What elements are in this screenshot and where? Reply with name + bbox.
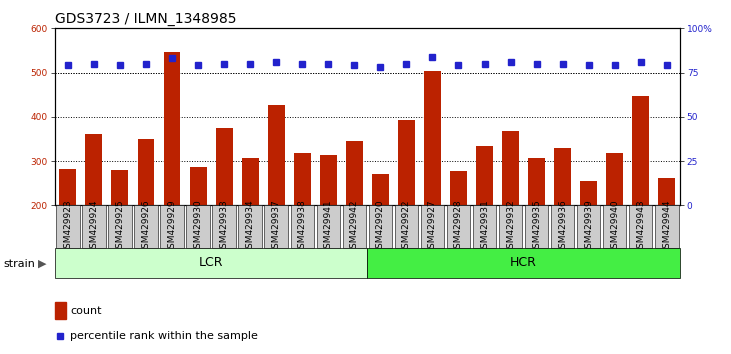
Text: GSM429937: GSM429937 [272, 199, 281, 254]
Text: GSM429943: GSM429943 [636, 199, 645, 254]
FancyBboxPatch shape [343, 205, 366, 248]
FancyBboxPatch shape [317, 205, 340, 248]
Text: GSM429942: GSM429942 [350, 199, 359, 254]
FancyBboxPatch shape [186, 205, 210, 248]
Text: GSM429925: GSM429925 [115, 199, 124, 254]
Bar [398, 120, 415, 205]
Text: GSM429924: GSM429924 [89, 199, 99, 254]
Text: GSM429920: GSM429920 [376, 199, 385, 254]
FancyBboxPatch shape [160, 205, 183, 248]
Bar [111, 170, 129, 205]
Text: GDS3723 / ILMN_1348985: GDS3723 / ILMN_1348985 [55, 12, 236, 26]
FancyBboxPatch shape [56, 205, 80, 248]
Bar [59, 169, 76, 205]
Text: GSM429928: GSM429928 [454, 199, 463, 254]
Text: HCR: HCR [510, 256, 537, 269]
Bar [294, 153, 311, 205]
Bar [268, 105, 284, 205]
Text: GSM429936: GSM429936 [558, 199, 567, 254]
Text: GSM429923: GSM429923 [64, 199, 72, 254]
Bar [424, 71, 441, 205]
FancyBboxPatch shape [55, 248, 367, 278]
FancyBboxPatch shape [447, 205, 470, 248]
Text: count: count [70, 306, 102, 316]
FancyBboxPatch shape [395, 205, 418, 248]
Bar [137, 139, 154, 205]
Bar [216, 128, 232, 205]
FancyBboxPatch shape [525, 205, 548, 248]
FancyBboxPatch shape [421, 205, 444, 248]
Bar [346, 141, 363, 205]
FancyBboxPatch shape [551, 205, 575, 248]
Text: strain: strain [4, 259, 36, 269]
FancyBboxPatch shape [603, 205, 626, 248]
Text: GSM429927: GSM429927 [428, 199, 437, 254]
Bar [528, 158, 545, 205]
Bar [450, 171, 467, 205]
FancyBboxPatch shape [368, 205, 392, 248]
Bar [164, 52, 181, 205]
FancyBboxPatch shape [82, 205, 105, 248]
Text: LCR: LCR [199, 256, 224, 269]
Text: GSM429944: GSM429944 [662, 199, 671, 254]
Text: GSM429929: GSM429929 [167, 199, 176, 254]
FancyBboxPatch shape [473, 205, 496, 248]
Bar [189, 167, 207, 205]
FancyBboxPatch shape [135, 205, 158, 248]
FancyBboxPatch shape [213, 205, 236, 248]
FancyBboxPatch shape [108, 205, 132, 248]
FancyBboxPatch shape [265, 205, 288, 248]
Bar [319, 155, 337, 205]
Text: ▶: ▶ [38, 259, 47, 269]
FancyBboxPatch shape [290, 205, 314, 248]
Bar [554, 148, 571, 205]
Bar [372, 175, 389, 205]
Bar [86, 134, 102, 205]
Bar [55, 302, 66, 319]
Text: GSM429935: GSM429935 [532, 199, 541, 254]
FancyBboxPatch shape [499, 205, 522, 248]
FancyBboxPatch shape [238, 205, 262, 248]
Text: GSM429932: GSM429932 [506, 199, 515, 254]
Bar [476, 146, 493, 205]
Text: GSM429931: GSM429931 [480, 199, 489, 254]
Text: GSM429939: GSM429939 [584, 199, 593, 254]
Text: GSM429926: GSM429926 [142, 199, 151, 254]
Text: GSM429940: GSM429940 [610, 199, 619, 254]
Text: GSM429938: GSM429938 [298, 199, 307, 254]
Text: percentile rank within the sample: percentile rank within the sample [70, 331, 258, 341]
Text: GSM429934: GSM429934 [246, 199, 254, 254]
Bar [242, 158, 259, 205]
Text: GSM429922: GSM429922 [402, 199, 411, 254]
Bar [502, 131, 519, 205]
Bar [580, 181, 597, 205]
Text: GSM429933: GSM429933 [219, 199, 229, 254]
FancyBboxPatch shape [367, 248, 680, 278]
Text: GSM429941: GSM429941 [324, 199, 333, 254]
FancyBboxPatch shape [577, 205, 600, 248]
Bar [606, 153, 624, 205]
Text: GSM429930: GSM429930 [194, 199, 202, 254]
FancyBboxPatch shape [655, 205, 678, 248]
Bar [659, 178, 675, 205]
FancyBboxPatch shape [629, 205, 653, 248]
Bar [632, 96, 649, 205]
